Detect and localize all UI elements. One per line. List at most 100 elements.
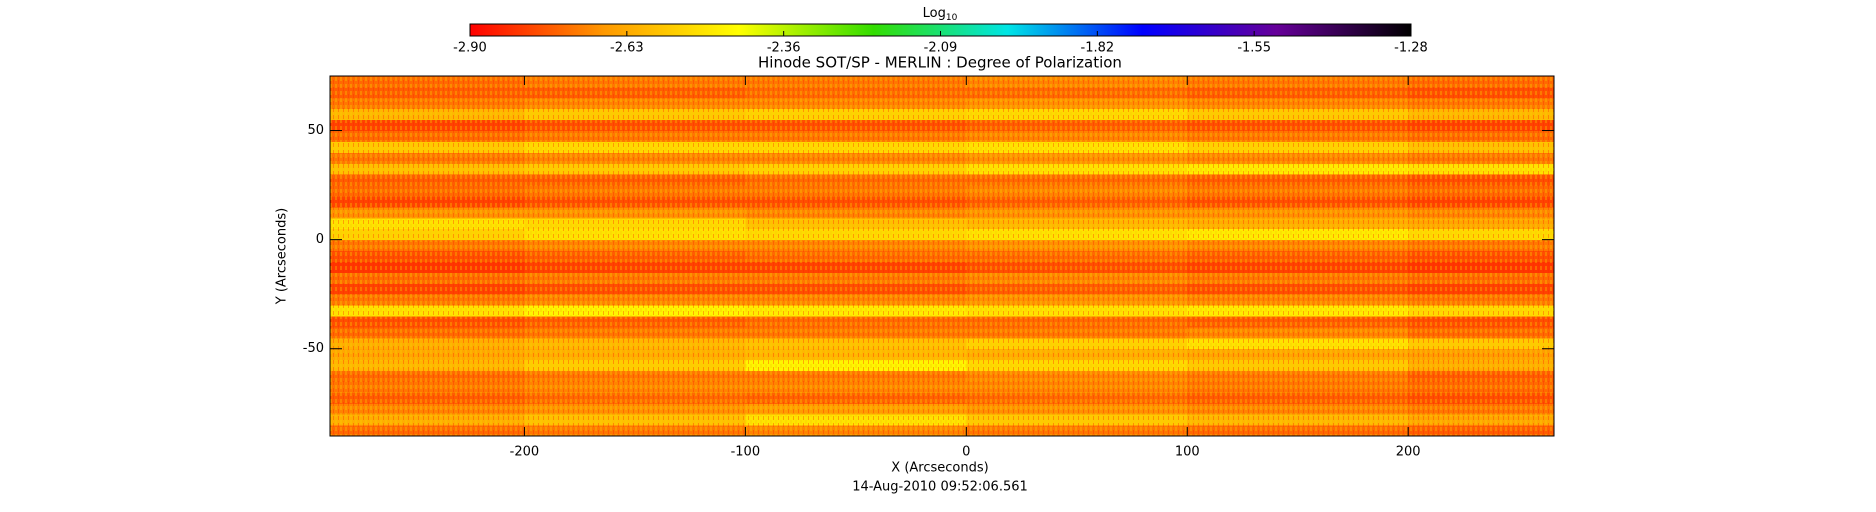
heatmap-cell [966,206,1188,219]
heatmap-cell [745,228,967,241]
heatmap-cell [966,425,1188,437]
heatmap-cell [745,76,967,88]
colorbar-label: Log10 [923,6,958,23]
heatmap-cell [1408,359,1555,372]
heatmap-cell [1408,316,1555,328]
heatmap-cell [1408,370,1555,382]
heatmap-cell [966,239,1188,252]
heatmap-cell [1187,185,1409,197]
heatmap-cell [1187,108,1409,121]
heatmap-cell [966,261,1188,273]
heatmap-cell [524,359,746,372]
heatmap-cell [1187,76,1409,88]
heatmap-cell [524,174,746,186]
heatmap-cell [966,272,1188,284]
heatmap-cell [745,174,967,186]
heatmap-cell [1408,163,1555,175]
heatmap-cell [330,119,525,132]
heatmap-cell [966,337,1188,350]
heatmap-cell [1187,141,1409,153]
heatmap-cell [966,316,1188,328]
heatmap-cell [1408,283,1555,295]
heatmap-cell [745,217,967,230]
heatmap-cell [524,185,746,197]
heatmap-cell [1187,359,1409,372]
heatmap-cell [966,141,1188,153]
heatmap-cell [1187,261,1409,273]
heatmap-cell [1187,97,1409,110]
heatmap-cell [330,108,525,121]
heatmap-cell [1408,228,1555,241]
heatmap-cell [745,294,967,306]
heatmap-cell [524,152,746,164]
heatmap-cell [1408,250,1555,262]
heatmap-cell [745,359,967,372]
heatmap-cell [1187,294,1409,306]
heatmap-cell [745,348,967,361]
heatmap-cell [330,261,525,273]
heatmap-cell [524,239,746,252]
heatmap-cell [745,163,967,175]
heatmap-cell [1187,196,1409,208]
heatmap-cell [330,141,525,153]
heatmap-cell [1408,76,1555,88]
heatmap-cell [1187,316,1409,328]
heatmap-cell [745,97,967,110]
heatmap-cell [330,163,525,175]
heatmap-cell [1187,283,1409,295]
heatmap-cell [1187,119,1409,132]
heatmap-cell [1408,337,1555,350]
heatmap-cell [966,414,1188,426]
heatmap-cell [330,283,525,295]
heatmap-cell [966,283,1188,295]
heatmap-cell [966,119,1188,132]
heatmap-cell [1187,206,1409,219]
heatmap-cell [966,381,1188,393]
heatmap-cell [330,86,525,99]
heatmap-cell [524,392,746,404]
heatmap-cell [745,250,967,262]
heatmap-cell [745,337,967,350]
heatmap-cell [1187,348,1409,361]
heatmap-cell [1187,86,1409,99]
colorbar-label-subscript: 10 [946,13,958,23]
heatmap-cell [1408,348,1555,361]
heatmap-cell [330,414,525,426]
heatmap-cell [745,206,967,219]
heatmap-cell [1187,272,1409,284]
heatmap-cell [1187,326,1409,339]
heatmap-cell [1408,414,1555,426]
heatmap-cell [745,381,967,393]
heatmap-cell [745,261,967,273]
heatmap-cell [330,294,525,306]
y-tick-label: 0 [316,232,324,247]
heatmap-cell [524,217,746,230]
heatmap-cell [966,152,1188,164]
heatmap-cell [966,250,1188,262]
heatmap-cell [745,283,967,295]
heatmap-cell [745,141,967,153]
heatmap-cell [745,326,967,339]
heatmap-cell [1408,185,1555,197]
heatmap-cell [1408,261,1555,273]
heatmap-cell [966,130,1188,142]
heatmap-cell [330,370,525,382]
heatmap-cell [1187,250,1409,262]
heatmap-cell [330,425,525,437]
heatmap-cell [1187,425,1409,437]
colorbar-tick-label: -2.36 [767,41,801,56]
heatmap-cell [330,250,525,262]
x-axis-label: X (Arcseconds) [891,461,988,476]
heatmap-cell [1187,370,1409,382]
heatmap-cell [966,359,1188,372]
heatmap-cell [1408,152,1555,164]
heatmap-cell [1187,239,1409,252]
heatmap-cell [1187,130,1409,142]
heatmap-cell [966,108,1188,121]
heatmap-cell [1408,196,1555,208]
heatmap-cell [745,272,967,284]
heatmap-cell [1408,108,1555,121]
date-annotation: 14-Aug-2010 09:52:06.561 [852,480,1028,495]
